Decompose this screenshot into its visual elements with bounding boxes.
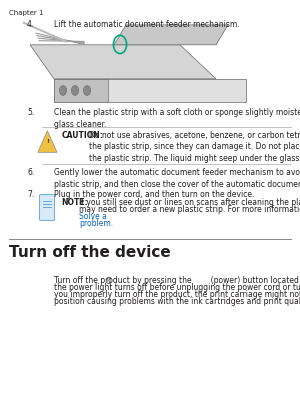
- Circle shape: [83, 85, 91, 95]
- Text: Clean the plastic strip with a soft cloth or sponge slightly moistened with a no: Clean the plastic strip with a soft clot…: [54, 108, 300, 129]
- Text: !: !: [46, 139, 49, 144]
- Polygon shape: [54, 79, 246, 102]
- Circle shape: [59, 85, 67, 95]
- Text: Chapter 1: Chapter 1: [9, 10, 44, 15]
- Text: 6.: 6.: [27, 168, 34, 178]
- Text: the power light turns off before unplugging the power cord or turning off a powe: the power light turns off before unplugg…: [54, 283, 300, 292]
- FancyBboxPatch shape: [40, 195, 55, 220]
- Polygon shape: [114, 25, 228, 45]
- Text: 4.: 4.: [27, 20, 34, 29]
- Circle shape: [71, 85, 79, 95]
- Polygon shape: [38, 131, 57, 152]
- Text: you improperly turn off the product, the print carriage might not return to the : you improperly turn off the product, the…: [54, 290, 300, 299]
- Text: problem.: problem.: [79, 219, 113, 228]
- Text: If you still see dust or lines on scans after cleaning the plastic strip, you: If you still see dust or lines on scans …: [79, 198, 300, 207]
- Text: Turn off the product by pressing the        (power) button located on the produc: Turn off the product by pressing the (po…: [54, 276, 300, 285]
- Polygon shape: [54, 79, 108, 102]
- Text: Lift the automatic document feeder mechanism.: Lift the automatic document feeder mecha…: [54, 20, 240, 29]
- Text: Do not use abrasives, acetone, benzene, or carbon tetrachloride on
the plastic s: Do not use abrasives, acetone, benzene, …: [89, 131, 300, 163]
- Text: Solve a: Solve a: [79, 212, 107, 221]
- Text: position causing problems with the ink cartridges and print quality issues.: position causing problems with the ink c…: [54, 297, 300, 306]
- Text: NOTE:: NOTE:: [61, 198, 88, 207]
- Polygon shape: [30, 45, 216, 79]
- Text: 5.: 5.: [27, 108, 34, 117]
- Text: may need to order a new plastic strip. For more information, see: may need to order a new plastic strip. F…: [79, 205, 300, 214]
- Text: ⏻: ⏻: [106, 276, 111, 283]
- Text: Plug in the power cord, and then turn on the device.: Plug in the power cord, and then turn on…: [54, 190, 254, 200]
- Text: 7.: 7.: [27, 190, 34, 200]
- Text: CAUTION:: CAUTION:: [61, 131, 103, 140]
- Text: Turn off the device: Turn off the device: [9, 245, 171, 260]
- Text: Gently lower the automatic document feeder mechanism to avoid dislodging the
pla: Gently lower the automatic document feed…: [54, 168, 300, 189]
